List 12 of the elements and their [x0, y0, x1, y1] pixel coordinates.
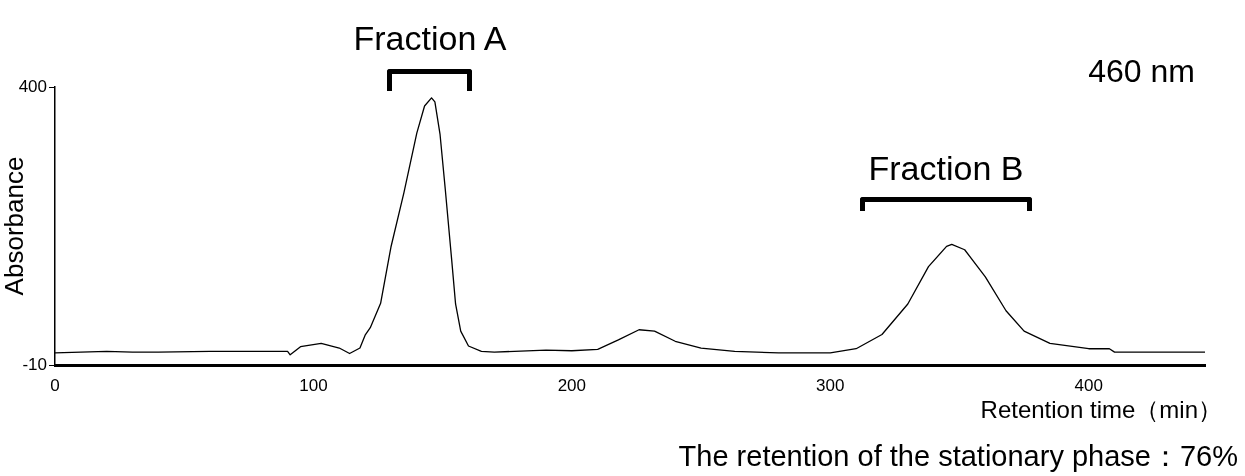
annotation: 460 nm [1088, 53, 1195, 89]
annotation: Fraction B [868, 149, 1024, 187]
text: Fraction A [353, 19, 507, 57]
x-tick-label: 300 [816, 375, 845, 395]
y-axis-title: Absorbance [0, 156, 29, 296]
x-tick-label: 0 [50, 375, 60, 395]
x-tick-label: 400 [1074, 375, 1103, 395]
x-tick-label: 100 [299, 375, 328, 395]
x-tick-label: 200 [557, 375, 587, 395]
x-axis-title: Retention time（min） [980, 396, 1222, 423]
y-tick-label: -10 [22, 354, 47, 374]
text: The retention of the stationary phase：76% [678, 440, 1238, 472]
